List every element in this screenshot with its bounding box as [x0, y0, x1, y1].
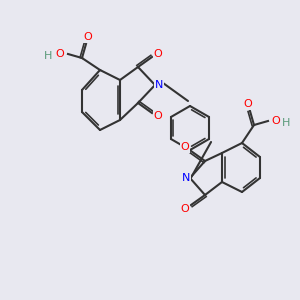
Text: N: N: [182, 173, 190, 183]
Text: O: O: [84, 32, 92, 42]
Text: O: O: [181, 142, 189, 152]
Text: H: H: [282, 118, 290, 128]
Text: O: O: [154, 111, 162, 121]
Text: O: O: [56, 49, 64, 59]
Text: H: H: [44, 51, 52, 61]
Text: N: N: [155, 80, 163, 90]
Text: O: O: [244, 99, 252, 109]
Text: O: O: [181, 204, 189, 214]
Text: O: O: [154, 49, 162, 59]
Text: O: O: [272, 116, 280, 126]
